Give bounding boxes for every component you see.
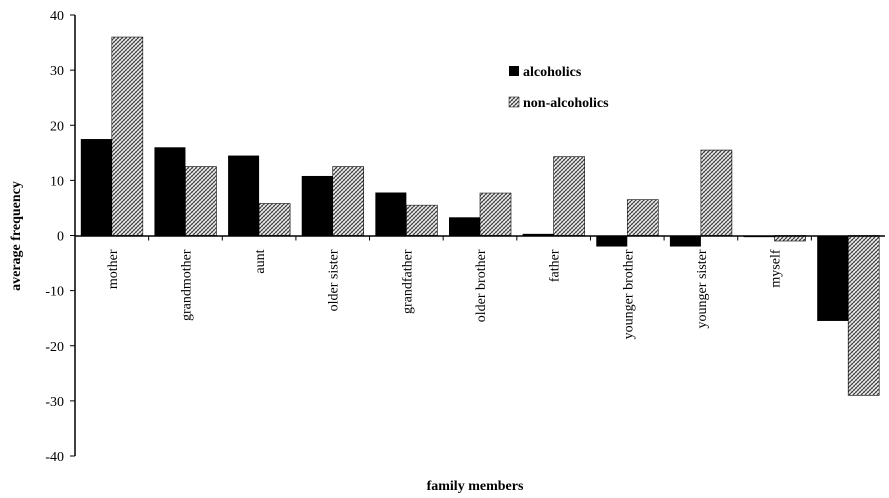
x-tick-label: older brother bbox=[474, 249, 489, 322]
bar-alcoholics bbox=[375, 192, 407, 236]
x-tick-label: grandmother bbox=[179, 249, 194, 321]
bar-alcoholics bbox=[301, 175, 333, 236]
x-tick-label: mother bbox=[106, 249, 121, 289]
bar-alcoholics bbox=[596, 235, 628, 247]
legend-swatch-alcoholics bbox=[509, 66, 519, 76]
bar-non-alcoholics bbox=[332, 166, 365, 236]
y-tick-label: 0 bbox=[57, 230, 64, 245]
legend-label-non-alcoholics: non-alcoholics bbox=[523, 96, 609, 111]
x-tick-label: younger sister bbox=[695, 249, 710, 328]
bar-alcoholics bbox=[522, 233, 554, 236]
y-tick-label: -20 bbox=[45, 340, 64, 355]
bar-alcoholics bbox=[669, 235, 701, 247]
bars-layer bbox=[80, 36, 880, 396]
y-tick-label: 10 bbox=[50, 174, 64, 189]
bar-alcoholics bbox=[154, 147, 186, 236]
bar-non-alcoholics bbox=[626, 199, 659, 236]
legend-label-alcoholics: alcoholics bbox=[523, 65, 582, 80]
bar-non-alcoholics bbox=[185, 166, 217, 236]
bar-non-alcoholics bbox=[700, 149, 733, 236]
x-tick-label: younger brother bbox=[621, 249, 636, 339]
bar-alcoholics bbox=[228, 155, 260, 236]
y-axis-title: average frequency bbox=[9, 181, 24, 291]
bar-non-alcoholics bbox=[258, 203, 291, 236]
bar-alcoholics bbox=[449, 217, 480, 236]
axes-layer bbox=[74, 15, 885, 456]
bar-non-alcoholics bbox=[479, 192, 512, 236]
y-tick-label: -10 bbox=[45, 285, 64, 300]
bar-alcoholics bbox=[80, 139, 112, 236]
y-tick-label: 40 bbox=[50, 9, 64, 24]
bar-non-alcoholics bbox=[111, 36, 144, 236]
x-tick-label: older sister bbox=[327, 249, 342, 311]
category-labels: mother grandmother aunt older sister grandfa… bbox=[106, 249, 784, 339]
bar-non-alcoholics bbox=[847, 235, 880, 396]
x-tick-label: aunt bbox=[253, 249, 268, 273]
x-tick-label: father bbox=[548, 249, 563, 282]
x-tick-label: grandfather bbox=[400, 249, 415, 314]
x-axis-title: family members bbox=[427, 479, 524, 494]
bar-non-alcoholics bbox=[553, 156, 585, 236]
y-tick-label: -40 bbox=[45, 450, 64, 465]
bar-non-alcoholics bbox=[406, 204, 438, 236]
y-ticks: 40 30 20 10 0 -10 -20 -30 -40 bbox=[45, 9, 75, 465]
y-tick-label: 30 bbox=[50, 64, 64, 79]
legend-swatch-non-alcoholics bbox=[508, 96, 520, 108]
y-tick-label: -30 bbox=[45, 395, 64, 410]
bar-alcoholics bbox=[817, 235, 849, 321]
y-tick-label: 20 bbox=[50, 119, 64, 134]
x-tick-label: myself bbox=[769, 249, 784, 287]
legend: alcoholics non-alcoholics bbox=[508, 65, 609, 111]
